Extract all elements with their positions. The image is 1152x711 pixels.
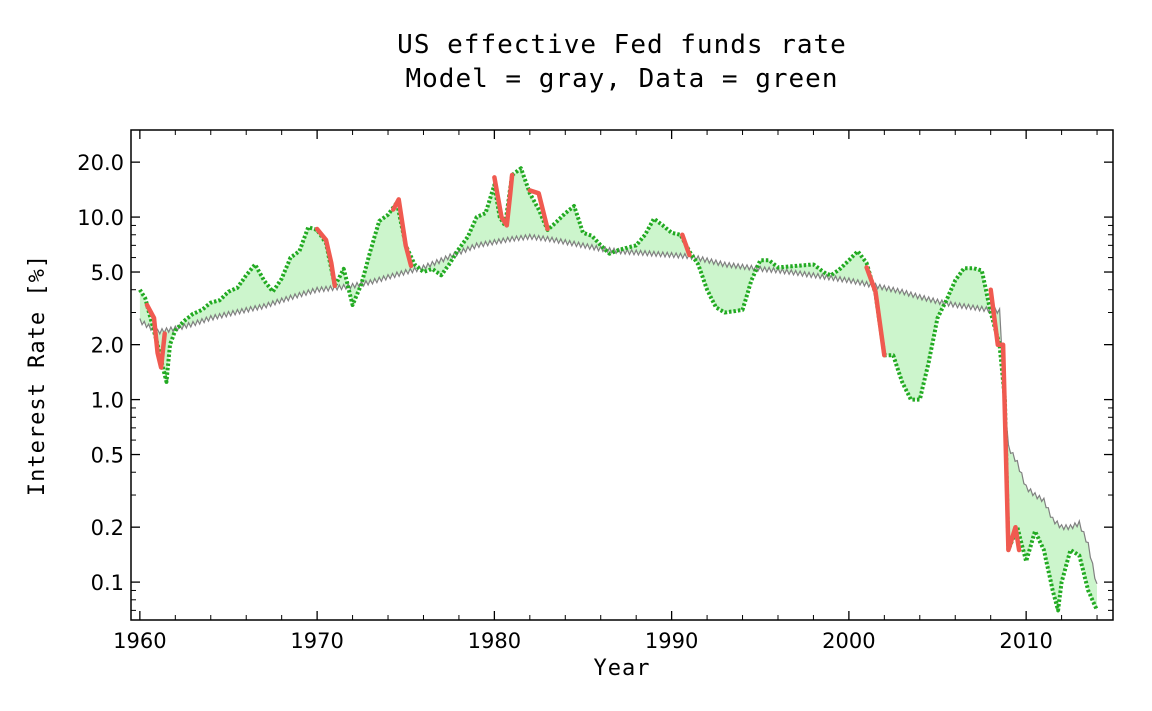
chart-title: US effective Fed funds rate: [397, 30, 847, 60]
x-tick-label: 1980: [468, 629, 521, 653]
x-tick-label: 2010: [999, 629, 1052, 653]
series-data-line: [138, 166, 1099, 613]
highlight-segment-5: [527, 188, 550, 232]
y-tick-label: 10.0: [77, 206, 124, 230]
x-tick-label: 1990: [645, 629, 698, 653]
data-layer: [138, 166, 1099, 613]
y-axis-label: Interest Rate [%]: [25, 254, 50, 496]
highlight-layer: [144, 172, 1022, 553]
highlight-segment-6: [680, 232, 692, 258]
x-axis-label: Year: [594, 656, 651, 681]
y-tick-label: 5.0: [91, 261, 124, 285]
plot-frame: [130, 129, 1114, 621]
tick-layer: 1960 1970 1980 1990 2000 2010 0.1 0.2 0.5 1.0 2.0 5…: [77, 129, 1113, 653]
x-tick-label: 1970: [290, 629, 343, 653]
y-tick-label: 0.1: [91, 571, 124, 595]
x-tick-label: 1960: [113, 629, 166, 653]
chart-subtitle: Model = gray, Data = green: [405, 64, 839, 94]
y-tick-label: 2.0: [91, 334, 124, 358]
y-tick-label: 0.5: [91, 444, 124, 468]
x-tick-label: 2000: [822, 629, 875, 653]
highlight-segment-8: [988, 287, 1022, 553]
highlight-segment-4: [492, 172, 515, 228]
y-tick-label: 20.0: [77, 151, 124, 175]
fill-layer: [139, 168, 1097, 611]
highlight-segment-2: [314, 226, 338, 289]
highlight-segment-1: [144, 302, 167, 370]
fill-between-area: [139, 168, 1097, 611]
highlight-segment-7: [864, 265, 887, 358]
highlight-segment-3: [391, 197, 414, 269]
chart-title-block: US effective Fed funds rate Model = gray…: [0, 28, 1152, 96]
y-tick-label: 1.0: [91, 389, 124, 413]
y-tick-label: 0.2: [91, 516, 124, 540]
